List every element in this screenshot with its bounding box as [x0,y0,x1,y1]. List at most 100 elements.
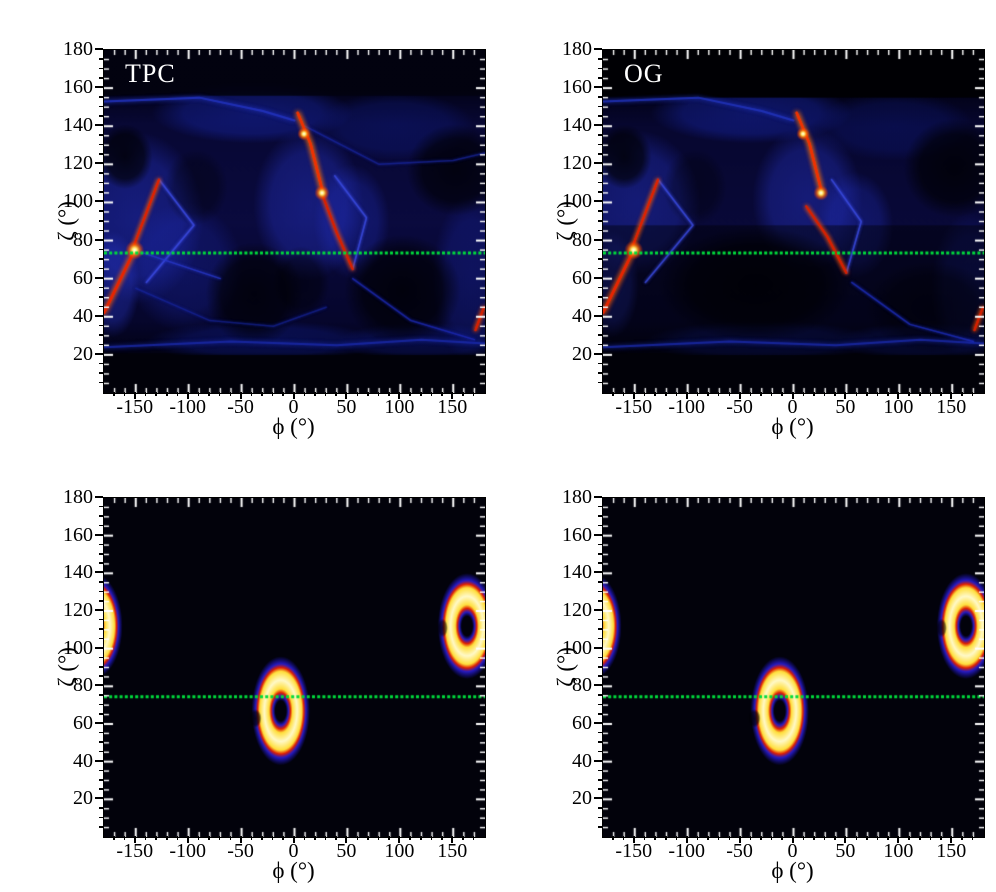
x-minor-tick-mark [261,836,263,840]
x-tick-label: -150 [116,396,154,418]
x-minor-tick-mark [166,392,168,396]
x-tick-label: 0 [288,396,299,418]
y-minor-tick-mark [598,637,602,640]
x-major-tick-mark [186,836,189,843]
x-major-tick-mark [897,392,900,399]
y-major-tick-mark [594,352,602,355]
y-tick-label: 160 [63,76,93,99]
x-minor-tick-mark [144,392,147,396]
y-major-tick-mark [95,124,103,127]
y-minor-tick-mark [598,515,602,517]
y-major-tick-mark [594,722,602,724]
x-minor-tick-mark [696,836,699,840]
x-minor-tick-mark [770,836,773,840]
y-minor-tick-mark [99,562,103,564]
y-major-tick-mark [594,684,602,687]
y-minor-tick-mark [598,779,602,781]
x-minor-tick-mark [409,836,411,840]
y-minor-tick-mark [598,267,602,270]
x-major-tick-mark [632,392,635,399]
y-minor-tick-mark [99,296,103,298]
x-minor-tick-mark [971,836,974,840]
y-minor-tick-mark [598,134,602,136]
y-major-tick-mark [95,238,103,241]
y-minor-tick-mark [598,258,602,260]
x-minor-tick-mark [113,392,115,396]
y-minor-tick-mark [598,343,602,346]
x-major-tick-mark [345,392,348,399]
y-minor-tick-mark [598,229,602,232]
y-tick-label: 100 [562,190,592,213]
y-tick-label: 40 [73,749,93,772]
tpc-heatmap-canvas [103,49,486,394]
y-minor-tick-mark [99,750,103,753]
x-minor-tick-mark [208,392,210,396]
y-minor-tick-mark [598,248,602,251]
y-major-tick-mark [594,797,602,800]
y-tick-label: 60 [73,266,93,289]
x-axis-title: ϕ (°) [272,414,315,439]
y-major-tick-mark [95,276,103,279]
x-minor-tick-mark [335,392,337,396]
x-minor-tick-mark [717,392,720,396]
y-minor-tick-mark [598,618,602,621]
y-tick-label: 120 [562,152,592,175]
y-minor-tick-mark [598,741,602,743]
y-major-tick-mark [95,684,103,687]
y-minor-tick-mark [99,731,103,734]
y-major-tick-mark [594,646,602,649]
probability-left-heatmap-canvas [103,497,486,838]
x-minor-tick-mark [717,836,720,840]
x-tick-label: 150 [936,840,967,862]
y-minor-tick-mark [99,134,103,136]
x-major-tick-mark [345,836,348,843]
x-tick-label: -50 [227,840,254,862]
x-minor-tick-mark [472,836,475,840]
y-major-tick-mark [594,759,602,762]
x-minor-tick-mark [612,392,614,396]
x-minor-tick-mark [908,392,910,396]
x-minor-tick-mark [728,392,730,396]
x-minor-tick-mark [728,836,730,840]
x-tick-label: -150 [116,840,154,862]
x-minor-tick-mark [420,392,422,396]
y-major-tick-mark [95,533,103,536]
x-minor-tick-mark [823,836,826,840]
y-minor-tick-mark [99,505,103,508]
x-minor-tick-mark [654,836,656,840]
y-tick-label: 180 [562,38,592,60]
y-tick-label: 40 [572,749,592,772]
y-minor-tick-mark [598,666,602,668]
x-minor-tick-mark [409,392,411,396]
x-minor-tick-mark [441,836,443,840]
y-tick-label: 80 [73,674,93,697]
y-tick-label: 40 [73,304,93,327]
x-minor-tick-mark [866,836,868,840]
x-minor-tick-mark [643,836,646,840]
x-minor-tick-mark [749,836,752,840]
probability-right-heatmap-canvas [602,497,985,838]
x-minor-tick-mark [303,392,306,396]
x-tick-label: -150 [615,840,653,862]
y-minor-tick-mark [598,553,602,555]
x-major-tick-mark [844,836,847,843]
x-minor-tick-mark [377,836,380,840]
y-major-tick-mark [594,48,602,50]
x-major-tick-mark [292,392,295,399]
y-minor-tick-mark [598,694,602,696]
x-major-tick-mark [133,836,136,843]
y-minor-tick-mark [99,67,103,70]
x-tick-label: -100 [169,840,206,862]
y-tick-label: 120 [562,599,592,621]
y-minor-tick-mark [99,694,103,696]
x-minor-tick-mark [876,392,879,396]
y-tick-label: 100 [562,636,592,659]
x-minor-tick-mark [155,836,157,840]
x-major-tick-mark [844,392,847,399]
x-minor-tick-mark [324,392,327,396]
y-minor-tick-mark [99,515,103,517]
x-minor-tick-mark [665,392,667,396]
y-minor-tick-mark [99,675,103,677]
x-minor-tick-mark [760,392,762,396]
y-minor-tick-mark [598,628,602,630]
